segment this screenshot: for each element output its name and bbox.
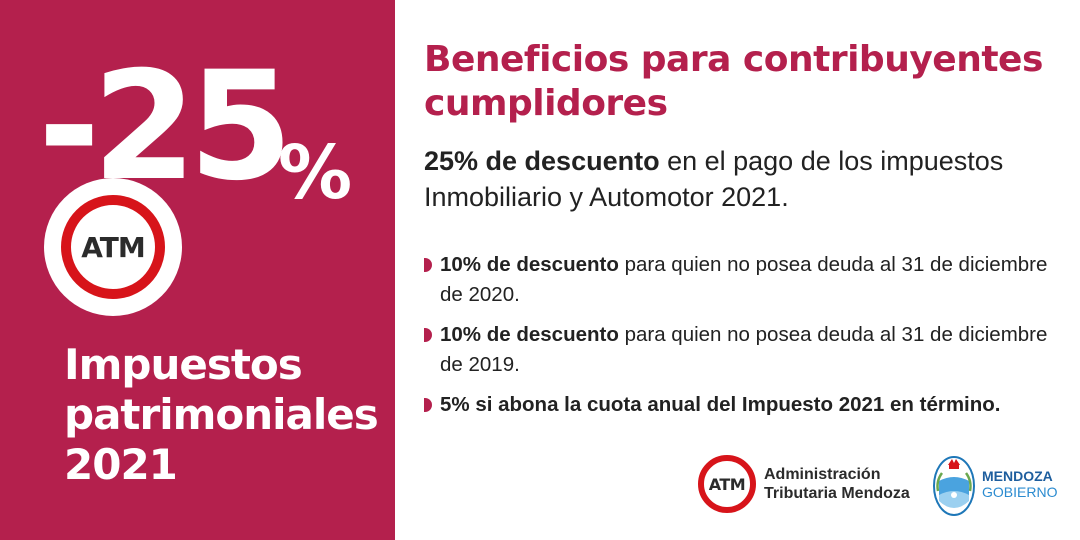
- list-item: 10% de descuento para quien no posea deu…: [424, 250, 1064, 310]
- benefits-list: 10% de descuento para quien no posea deu…: [424, 250, 1064, 430]
- mendoza-footer-line-2: GOBIERNO: [982, 484, 1058, 500]
- promo-title-line-1: Impuestos: [64, 340, 303, 389]
- atm-logo-text: ATM: [708, 474, 746, 494]
- atm-footer-logo: ATM Administración Tributaria Mendoza: [698, 452, 910, 516]
- discount-figure: -25 %: [38, 52, 352, 216]
- discount-number: -25: [38, 40, 293, 214]
- bullet-bold: 5% si abona la cuota anual del Impuesto …: [440, 393, 1001, 416]
- bullet-bold: 10% de descuento: [440, 253, 619, 276]
- atm-badge-icon: ATM: [44, 178, 182, 316]
- bullet-rest: para quien no posea deuda al 31 de dicie…: [440, 323, 1048, 376]
- intro-rest: en el pago de los impuestos Inmobiliario…: [424, 146, 1004, 212]
- promo-title: Impuestos patrimoniales 2021: [64, 340, 384, 490]
- mendoza-coat-of-arms-icon: [933, 456, 975, 516]
- mendoza-footer-text: MENDOZA GOBIERNO: [982, 468, 1057, 500]
- atm-footer-line-1: Administración: [764, 466, 881, 483]
- atm-badge-text: ATM: [81, 230, 145, 264]
- mendoza-footer-logo: MENDOZA GOBIERNO: [932, 448, 1057, 520]
- bullet-marker-icon: [424, 398, 432, 412]
- promo-panel: -25 % ATM Impuestos patrimoniales 2021: [0, 0, 395, 540]
- bullet-marker-icon: [424, 328, 432, 342]
- atm-badge-ring: ATM: [61, 195, 165, 299]
- atm-logo-icon: ATM: [698, 455, 756, 513]
- discount-percent-symbol: %: [278, 130, 353, 216]
- promo-title-line-3: 2021: [64, 440, 178, 489]
- atm-footer-text: Administración Tributaria Mendoza: [764, 465, 910, 503]
- intro-text: 25% de descuento en el pago de los impue…: [424, 143, 1064, 215]
- page-heading: Beneficios para contribuyentes cumplidor…: [424, 39, 1043, 124]
- atm-footer-line-2: Tributaria Mendoza: [764, 485, 910, 502]
- bullet-bold: 10% de descuento: [440, 323, 619, 346]
- mendoza-footer-line-1: MENDOZA: [982, 468, 1053, 484]
- bullet-rest: para quien no posea deuda al 31 de dicie…: [440, 253, 1048, 306]
- list-item: 10% de descuento para quien no posea deu…: [424, 320, 1064, 380]
- bullet-marker-icon: [424, 258, 432, 272]
- list-item: 5% si abona la cuota anual del Impuesto …: [424, 390, 1064, 420]
- intro-bold: 25% de descuento: [424, 146, 660, 176]
- promo-title-line-2: patrimoniales: [64, 390, 379, 439]
